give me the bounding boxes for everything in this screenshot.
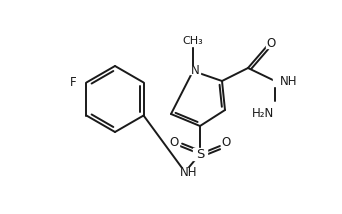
Bar [169, 138, 179, 147]
Text: N: N [190, 64, 199, 76]
Bar [182, 36, 204, 46]
Bar [193, 148, 207, 160]
Bar [181, 168, 197, 177]
Bar [250, 108, 276, 117]
Bar [74, 78, 83, 87]
Text: S: S [196, 147, 204, 160]
Text: O: O [266, 37, 276, 49]
Text: O: O [221, 135, 231, 149]
Bar [221, 138, 231, 147]
Text: NH: NH [180, 165, 198, 178]
Text: NH: NH [280, 74, 298, 88]
Text: H₂N: H₂N [252, 107, 274, 119]
Bar [190, 66, 200, 74]
Text: CH₃: CH₃ [183, 36, 203, 46]
Bar [273, 76, 287, 86]
Text: O: O [169, 135, 179, 149]
Text: F: F [70, 76, 76, 89]
Bar [266, 39, 276, 48]
